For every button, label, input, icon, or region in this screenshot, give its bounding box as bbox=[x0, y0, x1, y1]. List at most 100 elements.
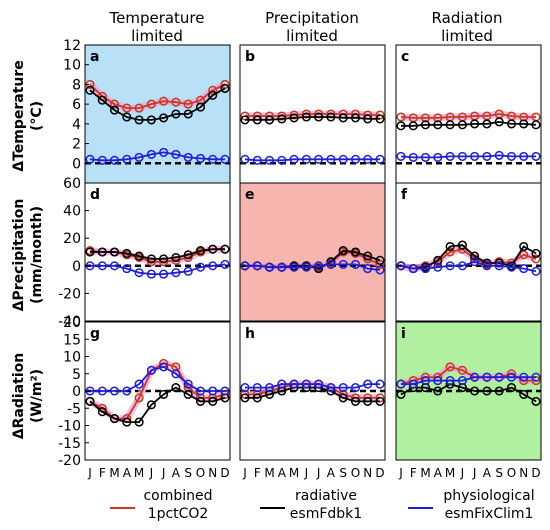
data-point-radiative bbox=[396, 389, 406, 399]
data-point-combined bbox=[208, 85, 218, 95]
data-point-physiological bbox=[470, 372, 480, 382]
series-physiological-line bbox=[244, 158, 380, 162]
data-point-combined bbox=[363, 254, 373, 264]
x-tick-label: J bbox=[398, 466, 403, 480]
data-point-radiative bbox=[134, 251, 144, 261]
data-point-physiological bbox=[326, 383, 336, 393]
data-point-radiative bbox=[195, 246, 206, 256]
panel-e: e bbox=[239, 182, 386, 322]
data-point-physiological bbox=[134, 379, 144, 389]
data-point-radiative bbox=[326, 257, 336, 267]
data-point-physiological bbox=[240, 383, 250, 393]
panel-background bbox=[240, 183, 385, 321]
y-tick-label: 12 bbox=[63, 38, 81, 54]
y-tick-label: 8 bbox=[72, 77, 81, 93]
legend: combined 1pctCO2 radiative esmFdbk1 phys… bbox=[110, 488, 535, 522]
data-point-radiative bbox=[195, 396, 206, 406]
data-point-radiative bbox=[482, 258, 492, 268]
series-physiological-line bbox=[400, 260, 537, 273]
data-point-physiological bbox=[97, 261, 107, 271]
y-tick-label: 0 bbox=[72, 384, 81, 400]
x-tick-label: F bbox=[410, 466, 417, 480]
data-point-physiological bbox=[375, 265, 385, 275]
y-tick-label: -20 bbox=[58, 286, 81, 302]
data-point-combined bbox=[146, 257, 156, 267]
data-point-physiological bbox=[109, 155, 120, 165]
data-point-radiative bbox=[240, 393, 250, 403]
data-point-physiological bbox=[494, 150, 504, 160]
row-title-1-line2: (°C) bbox=[29, 101, 45, 131]
data-point-physiological bbox=[408, 264, 418, 274]
data-point-physiological bbox=[420, 264, 431, 274]
row-title-3-line2: (W/m²) bbox=[29, 369, 45, 423]
panel-letter: c bbox=[401, 49, 409, 65]
data-point-physiological bbox=[326, 154, 336, 164]
data-point-physiological bbox=[519, 372, 529, 382]
data-point-physiological bbox=[220, 386, 230, 396]
data-point-physiological bbox=[301, 262, 311, 272]
data-point-radiative bbox=[408, 121, 418, 131]
data-point-physiological bbox=[85, 154, 95, 164]
data-point-radiative bbox=[314, 264, 324, 274]
data-point-radiative bbox=[506, 119, 517, 129]
col-title-2-line1: Precipitation bbox=[265, 9, 359, 27]
series-radiative-line bbox=[400, 383, 537, 403]
data-point-radiative bbox=[375, 255, 385, 265]
y-tick-label: -20 bbox=[58, 453, 81, 469]
panel-letter: b bbox=[245, 49, 255, 65]
data-point-radiative bbox=[470, 386, 480, 396]
y-tick-label: -15 bbox=[58, 436, 81, 452]
y-tick-label: 6 bbox=[72, 97, 81, 113]
data-point-radiative bbox=[531, 248, 541, 258]
data-point-radiative bbox=[97, 407, 107, 417]
data-point-physiological bbox=[420, 152, 431, 162]
series-physiological-line bbox=[90, 365, 225, 392]
x-tick-label: J bbox=[460, 466, 465, 480]
x-tick-label: O bbox=[196, 466, 205, 480]
x-tick-label: M bbox=[134, 466, 144, 480]
panel-letter: i bbox=[401, 326, 406, 342]
x-tick-label: N bbox=[363, 466, 372, 480]
data-point-physiological bbox=[183, 152, 193, 162]
data-point-radiative bbox=[289, 113, 299, 123]
data-point-radiative bbox=[171, 383, 181, 393]
y-tick-label: 20 bbox=[63, 315, 81, 331]
data-point-physiological bbox=[470, 151, 480, 161]
data-point-physiological bbox=[252, 261, 262, 271]
y-tick-label: 10 bbox=[63, 58, 81, 74]
data-point-physiological bbox=[482, 261, 492, 271]
data-point-radiative bbox=[482, 119, 492, 129]
data-point-physiological bbox=[338, 259, 348, 269]
data-point-physiological bbox=[97, 155, 107, 165]
data-point-physiological bbox=[433, 152, 443, 162]
panel-frame bbox=[239, 182, 386, 322]
data-point-radiative bbox=[470, 251, 480, 261]
data-point-physiological bbox=[314, 379, 324, 389]
x-tick-label: A bbox=[278, 466, 287, 480]
row-titles: ΔTemperature (°C) ΔPrecipitation (mm/mon… bbox=[11, 60, 45, 439]
data-point-radiative bbox=[519, 119, 529, 129]
data-point-physiological bbox=[171, 149, 181, 159]
data-point-physiological bbox=[506, 262, 517, 272]
data-point-physiological bbox=[134, 152, 144, 162]
data-point-combined bbox=[531, 254, 541, 264]
data-point-radiative bbox=[134, 115, 144, 125]
data-point-radiative bbox=[338, 393, 348, 403]
x-tick-label: F bbox=[254, 466, 261, 480]
panel-c: c bbox=[395, 44, 542, 184]
data-point-radiative bbox=[252, 393, 262, 403]
data-point-physiological bbox=[277, 155, 287, 165]
series-radiative-line bbox=[89, 87, 226, 121]
data-point-physiological bbox=[445, 151, 455, 161]
data-point-radiative bbox=[183, 109, 193, 119]
data-point-physiological bbox=[326, 259, 336, 269]
data-point-physiological bbox=[363, 264, 373, 274]
y-tick-label: 60 bbox=[63, 176, 81, 192]
x-tick-label: J bbox=[304, 466, 309, 480]
data-point-radiative bbox=[146, 254, 156, 264]
row-title-3-line1: ΔRadiation bbox=[11, 353, 27, 439]
data-point-combined bbox=[171, 97, 181, 107]
data-point-physiological bbox=[338, 383, 348, 393]
data-point-radiative bbox=[350, 247, 361, 257]
data-point-radiative bbox=[457, 240, 467, 250]
